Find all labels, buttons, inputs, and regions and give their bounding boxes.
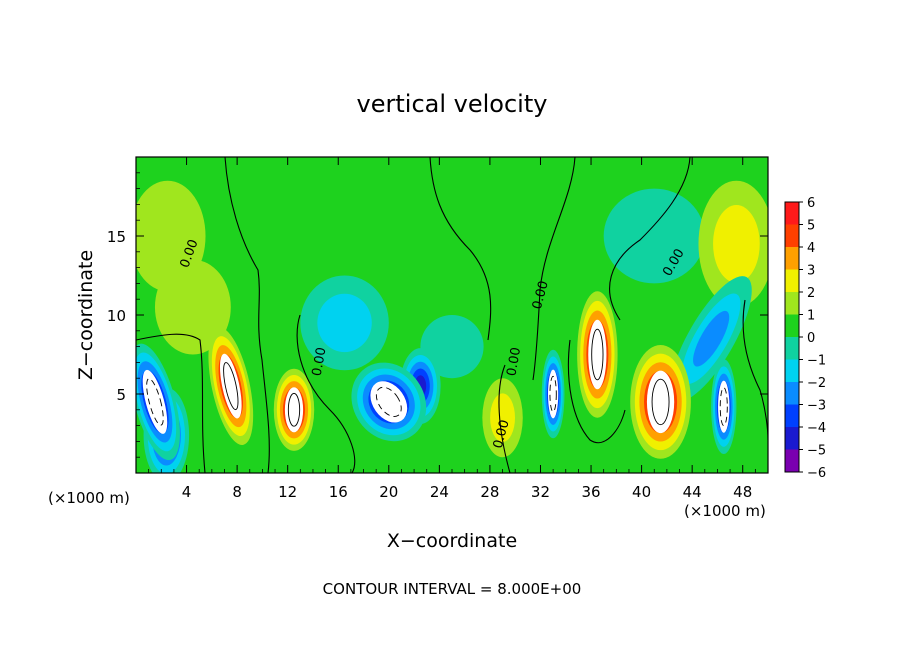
- velocity-core: [588, 319, 607, 390]
- velocity-cell: [603, 188, 705, 284]
- x-tick-label: 32: [531, 483, 550, 501]
- zero-contour-line: [609, 157, 691, 321]
- velocity-cell: [630, 345, 691, 459]
- core-contour: [651, 378, 670, 426]
- colorbar-swatch: [785, 292, 799, 315]
- colorbar-swatch: [785, 247, 799, 270]
- velocity-cell: [154, 259, 231, 355]
- velocity-core: [646, 370, 675, 434]
- colorbar-label: −5: [807, 444, 826, 459]
- core-contour: [287, 392, 301, 427]
- colorbar-label: 6: [807, 196, 815, 211]
- velocity-core: [219, 353, 242, 419]
- zero-contour-line: [224, 157, 270, 473]
- colorbar-label: 4: [807, 241, 815, 256]
- colorbar-swatch: [785, 269, 799, 292]
- contour-interval-footer: CONTOUR INTERVAL = 8.000E+00: [323, 580, 582, 598]
- x-tick-label: 8: [232, 483, 242, 501]
- chart-title: vertical velocity: [357, 90, 548, 118]
- velocity-core: [284, 387, 304, 433]
- velocity-level: [693, 310, 730, 367]
- velocity-core: [142, 369, 168, 434]
- colorbar: −6 −5 −4 −3 −2 −1 0 1 2 3 4 5 6: [784, 196, 826, 481]
- colorbar-label: 1: [807, 309, 815, 324]
- velocity-cell: [136, 343, 180, 461]
- x-axis-label: X−coordinate: [387, 530, 517, 552]
- x-tick-label: 4: [182, 483, 192, 501]
- y-tick-label: 10: [107, 307, 126, 325]
- core-contour: [591, 328, 604, 381]
- velocity-level: [713, 205, 760, 283]
- contour-label: 0.00: [504, 346, 524, 377]
- y-axis-label: Z−coordinate: [75, 250, 97, 380]
- velocity-cell: [698, 180, 768, 308]
- colorbar-swatch: [785, 382, 799, 405]
- core-contour: [223, 362, 239, 411]
- zero-contour-line: [498, 364, 511, 473]
- velocity-cell: [351, 362, 427, 442]
- colorbar-label: 2: [807, 286, 815, 301]
- colorbar-swatch: [785, 449, 799, 472]
- colorbar-swatch: [785, 314, 799, 337]
- colorbar-swatch: [785, 427, 799, 450]
- velocity-cell: [420, 315, 484, 379]
- x-tick-label: 20: [379, 483, 398, 501]
- velocity-cell: [577, 291, 618, 418]
- x-tick-label: 44: [683, 483, 702, 501]
- x-tick-label: 36: [581, 483, 600, 501]
- colorbar-label: 3: [807, 264, 815, 279]
- x-tick-label: 12: [278, 483, 297, 501]
- colorbar-label: −1: [807, 354, 826, 369]
- colorbar-label: −2: [807, 376, 826, 391]
- velocity-cell: [273, 368, 315, 451]
- contour-label: 0.00: [530, 279, 552, 311]
- colorbar-swatch: [785, 224, 799, 247]
- colorbar-label: 5: [807, 219, 815, 234]
- y-tick-label: 5: [116, 386, 126, 404]
- velocity-core: [370, 381, 408, 423]
- contour-label: 0.00: [491, 418, 513, 450]
- core-contour: [719, 387, 728, 427]
- colorbar-label: −3: [807, 399, 826, 414]
- zero-contour-line: [567, 339, 626, 443]
- x-tick-label: 40: [632, 483, 651, 501]
- core-contour: [549, 375, 557, 413]
- plot-area: [136, 157, 768, 473]
- velocity-level: [420, 315, 484, 379]
- colorbar-swatch: [785, 404, 799, 427]
- velocity-cell: [670, 276, 752, 402]
- core-contour: [146, 378, 164, 426]
- velocity-cell: [482, 378, 523, 458]
- velocity-cell: [711, 359, 737, 455]
- zero-contour-line: [429, 157, 492, 341]
- y-tick-label: 15: [107, 228, 126, 246]
- velocity-level: [317, 293, 372, 353]
- velocity-cell: [541, 349, 565, 439]
- velocity-level: [154, 259, 231, 355]
- x-tick-label: 28: [480, 483, 499, 501]
- colorbar-swatch: [785, 202, 799, 225]
- velocity-level: [490, 393, 516, 443]
- contour-label: 0.00: [310, 346, 330, 377]
- zero-contour-line: [532, 157, 576, 381]
- colorbar-label: −4: [807, 421, 826, 436]
- x-tick-label: 48: [733, 483, 752, 501]
- x-tick-label: 24: [430, 483, 449, 501]
- colorbar-label: −6: [807, 466, 826, 481]
- velocity-level: [603, 188, 705, 284]
- x-tick-label: 16: [329, 483, 348, 501]
- colorbar-swatch: [785, 359, 799, 382]
- x-unit-label-left: (×1000 m): [48, 489, 130, 507]
- colorbar-label: 0: [807, 331, 815, 346]
- colorbar-swatch: [785, 337, 799, 360]
- core-contour: [375, 386, 402, 417]
- velocity-cell: [208, 327, 254, 445]
- velocity-cell: [300, 275, 389, 371]
- zero-contour-line: [136, 333, 206, 473]
- zero-contour-line: [296, 314, 356, 473]
- x-unit-label-right: (×1000 m): [684, 502, 766, 520]
- zero-contour-line: [742, 299, 768, 441]
